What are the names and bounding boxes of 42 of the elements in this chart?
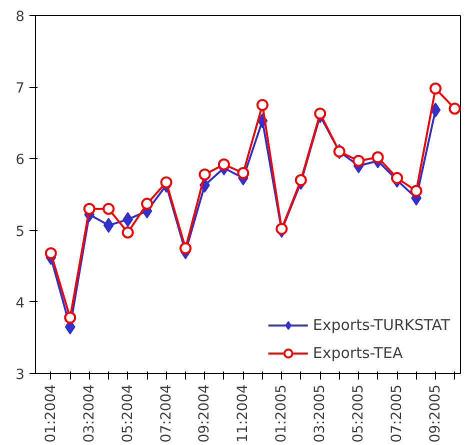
- y-tick-label: 8: [16, 9, 25, 25]
- y-tick-label: 7: [16, 80, 25, 97]
- x-tick-label: 07:2004: [158, 384, 174, 443]
- y-tick-label: 6: [16, 152, 25, 168]
- point: [218, 158, 230, 170]
- point: [141, 198, 154, 210]
- point: [237, 167, 250, 180]
- point: [160, 176, 172, 188]
- point: [122, 226, 134, 238]
- x-tick-label: 01:2005: [274, 384, 290, 443]
- point: [352, 154, 365, 167]
- x-tick-label: 01:2004: [42, 384, 59, 443]
- point: [294, 174, 307, 186]
- point: [44, 247, 57, 260]
- point: [430, 102, 441, 118]
- y-tick-label: 5: [16, 224, 25, 240]
- legend-label: Exports-TURKSTAT: [312, 316, 450, 334]
- point: [372, 151, 384, 164]
- point: [391, 172, 404, 184]
- point: [410, 184, 422, 197]
- point: [430, 82, 442, 95]
- point: [276, 222, 288, 235]
- x-tick-label: 07:2005: [389, 384, 406, 443]
- point: [256, 99, 268, 111]
- y-tick-label: 3: [16, 367, 25, 383]
- legend-label: Exports-TEA: [312, 344, 403, 362]
- point: [448, 102, 460, 115]
- x-tick-label: 03:2005: [312, 384, 328, 443]
- x-tick-label: 09:2005: [428, 384, 444, 443]
- x-tick-label: 05:2005: [350, 384, 367, 443]
- point: [198, 168, 211, 180]
- point: [102, 202, 115, 215]
- point: [180, 242, 192, 254]
- x-tick-label: 03:2004: [81, 384, 98, 443]
- point: [83, 202, 96, 215]
- x-tick-label: 11:2004: [235, 384, 252, 443]
- x-tick-label: 09:2004: [196, 384, 213, 443]
- point: [64, 312, 76, 324]
- point: [103, 218, 114, 233]
- y-tick-label: 4: [16, 295, 25, 312]
- x-tick-label: 05:2004: [120, 384, 136, 443]
- point: [314, 108, 326, 120]
